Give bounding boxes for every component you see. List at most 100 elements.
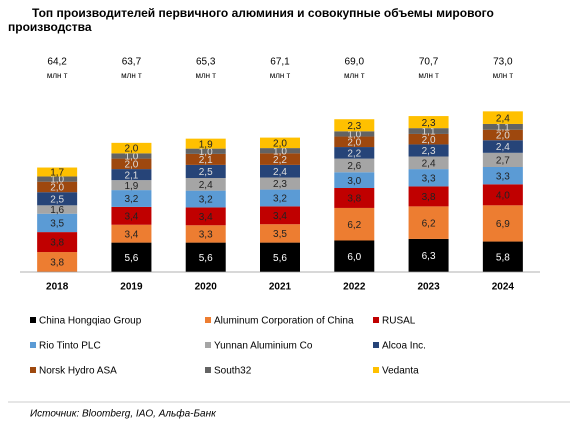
legend-label: China Hongqiao Group [39, 316, 142, 327]
bar-segment [111, 153, 152, 159]
legend-label: Aluminum Corporation of China [214, 316, 354, 327]
value-label: 2,6 [347, 161, 361, 172]
bar-segment [334, 188, 375, 208]
total-unit: млн т [47, 71, 68, 80]
bar-segment [482, 241, 523, 272]
x-tick-label: 2020 [195, 282, 218, 293]
total-label: 63,7 [122, 57, 142, 68]
bar-segment [482, 140, 523, 153]
value-label: 3,8 [422, 192, 436, 203]
x-tick-label: 2022 [343, 282, 366, 293]
bar-segment [408, 144, 449, 157]
value-label: 2,3 [422, 146, 436, 157]
bar-segment [482, 205, 523, 242]
bar-segment [37, 252, 78, 272]
value-label: 3,4 [273, 211, 287, 222]
value-label: 3,8 [347, 194, 361, 205]
legend-label: Rio Tinto PLC [39, 341, 101, 352]
legend-swatch [30, 317, 36, 323]
value-label: 3,3 [422, 173, 436, 184]
total-label: 69,0 [345, 57, 365, 68]
value-label: 3,4 [124, 211, 138, 222]
legend-label: RUSAL [382, 316, 416, 327]
bar-segment [260, 137, 300, 149]
value-label: 3,2 [273, 194, 287, 205]
value-label: 1,9 [199, 139, 213, 150]
bar-segment [37, 181, 78, 193]
bar-segment [408, 186, 449, 207]
value-label: 2,4 [496, 113, 510, 124]
bar-segment [185, 190, 226, 208]
value-label: 3,2 [199, 195, 213, 206]
total-label: 70,7 [419, 57, 439, 68]
total-label: 64,2 [47, 57, 67, 68]
value-label: 2,4 [199, 180, 213, 191]
bar-segment [111, 190, 152, 207]
value-label: 6,2 [422, 218, 436, 229]
value-label: 2,3 [422, 118, 436, 129]
bar-segment [111, 180, 152, 191]
value-label: 2,4 [496, 142, 510, 153]
x-tick-label: 2019 [120, 282, 143, 293]
value-label: 2,5 [199, 167, 213, 178]
total-unit: млн т [121, 71, 142, 80]
bar-segment [260, 164, 300, 178]
bar-segment [185, 207, 226, 226]
value-label: 2,3 [273, 179, 287, 190]
bar-segment [260, 177, 300, 190]
value-label: 2,4 [422, 158, 436, 169]
total-unit: млн т [418, 71, 439, 80]
x-tick-label: 2023 [417, 282, 440, 293]
legend-label: Norsk Hydro ASA [39, 366, 117, 377]
value-label: 2,0 [496, 131, 510, 142]
bar-segment [185, 242, 226, 272]
value-label: 3,5 [50, 219, 64, 230]
value-label: 3,4 [199, 212, 213, 223]
value-label: 2,5 [50, 194, 64, 205]
bar-segment [185, 178, 226, 191]
source: Источник: Bloomberg, IAO, Альфа-Банк [30, 408, 217, 420]
legend-swatch [373, 317, 379, 323]
value-label: 2,0 [347, 137, 361, 148]
legend-label: Yunnan Aluminium Co [214, 341, 313, 352]
bar-segment [260, 148, 300, 154]
bar-segment [482, 129, 523, 141]
bar-segment [111, 242, 152, 272]
value-label: 3,5 [273, 229, 287, 240]
bar-segment [111, 158, 152, 170]
total-unit: млн т [493, 71, 514, 80]
value-label: 2,3 [347, 121, 361, 132]
value-label: 2,0 [273, 138, 287, 149]
total-unit: млн т [344, 71, 365, 80]
value-label: 2,2 [273, 155, 287, 166]
legend-label: Alcoa Inc. [382, 341, 426, 352]
legend-swatch [373, 342, 379, 348]
value-label: 6,2 [347, 220, 361, 231]
legend-label: South32 [214, 366, 252, 377]
bar-segment [111, 206, 152, 225]
value-label: 2,0 [422, 135, 436, 146]
value-label: 2,4 [273, 167, 287, 178]
bar-segment [37, 232, 78, 253]
bar-segment [185, 164, 226, 179]
bar-segment [260, 189, 300, 207]
bar-segment [408, 169, 449, 187]
bar-segment [260, 206, 300, 225]
value-label: 3,8 [50, 258, 64, 269]
value-label: 4,0 [496, 190, 510, 201]
value-label: 1,0 [199, 147, 213, 158]
bar-segment [334, 158, 375, 173]
bar-segment [111, 169, 152, 181]
bar-segment [37, 213, 78, 233]
value-label: 1,6 [50, 205, 64, 216]
bar-segment [185, 225, 226, 243]
value-label: 2,1 [124, 170, 138, 181]
value-label: 3,2 [124, 194, 138, 205]
chart-title: Топ производителей первичного алюминия и… [8, 6, 494, 34]
bar-segment [482, 167, 523, 185]
bar-segment [334, 119, 375, 132]
bar-segment [37, 167, 78, 177]
bar-segment [185, 153, 226, 165]
